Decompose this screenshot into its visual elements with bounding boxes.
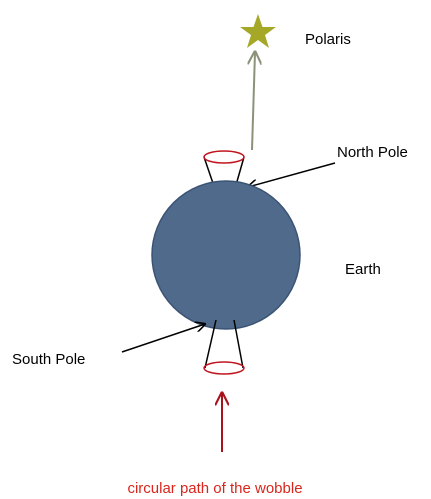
earth <box>152 181 300 329</box>
axis-arrow <box>252 52 255 150</box>
north-pole-arrow <box>248 163 335 187</box>
south-pole-label: South Pole <box>12 351 85 368</box>
earth-label: Earth <box>345 261 381 278</box>
caption: circular path of the wobble <box>127 480 302 497</box>
south-pole-arrow <box>122 324 205 352</box>
north-pole-label: North Pole <box>337 144 408 161</box>
polaris-label: Polaris <box>305 31 351 48</box>
wobble-ellipse <box>204 362 244 374</box>
wobble-ellipse <box>204 151 244 163</box>
page: Polaris North Pole Earth South Pole circ… <box>0 0 431 499</box>
diagram: Polaris North Pole Earth South Pole circ… <box>0 0 431 499</box>
star <box>240 14 276 48</box>
